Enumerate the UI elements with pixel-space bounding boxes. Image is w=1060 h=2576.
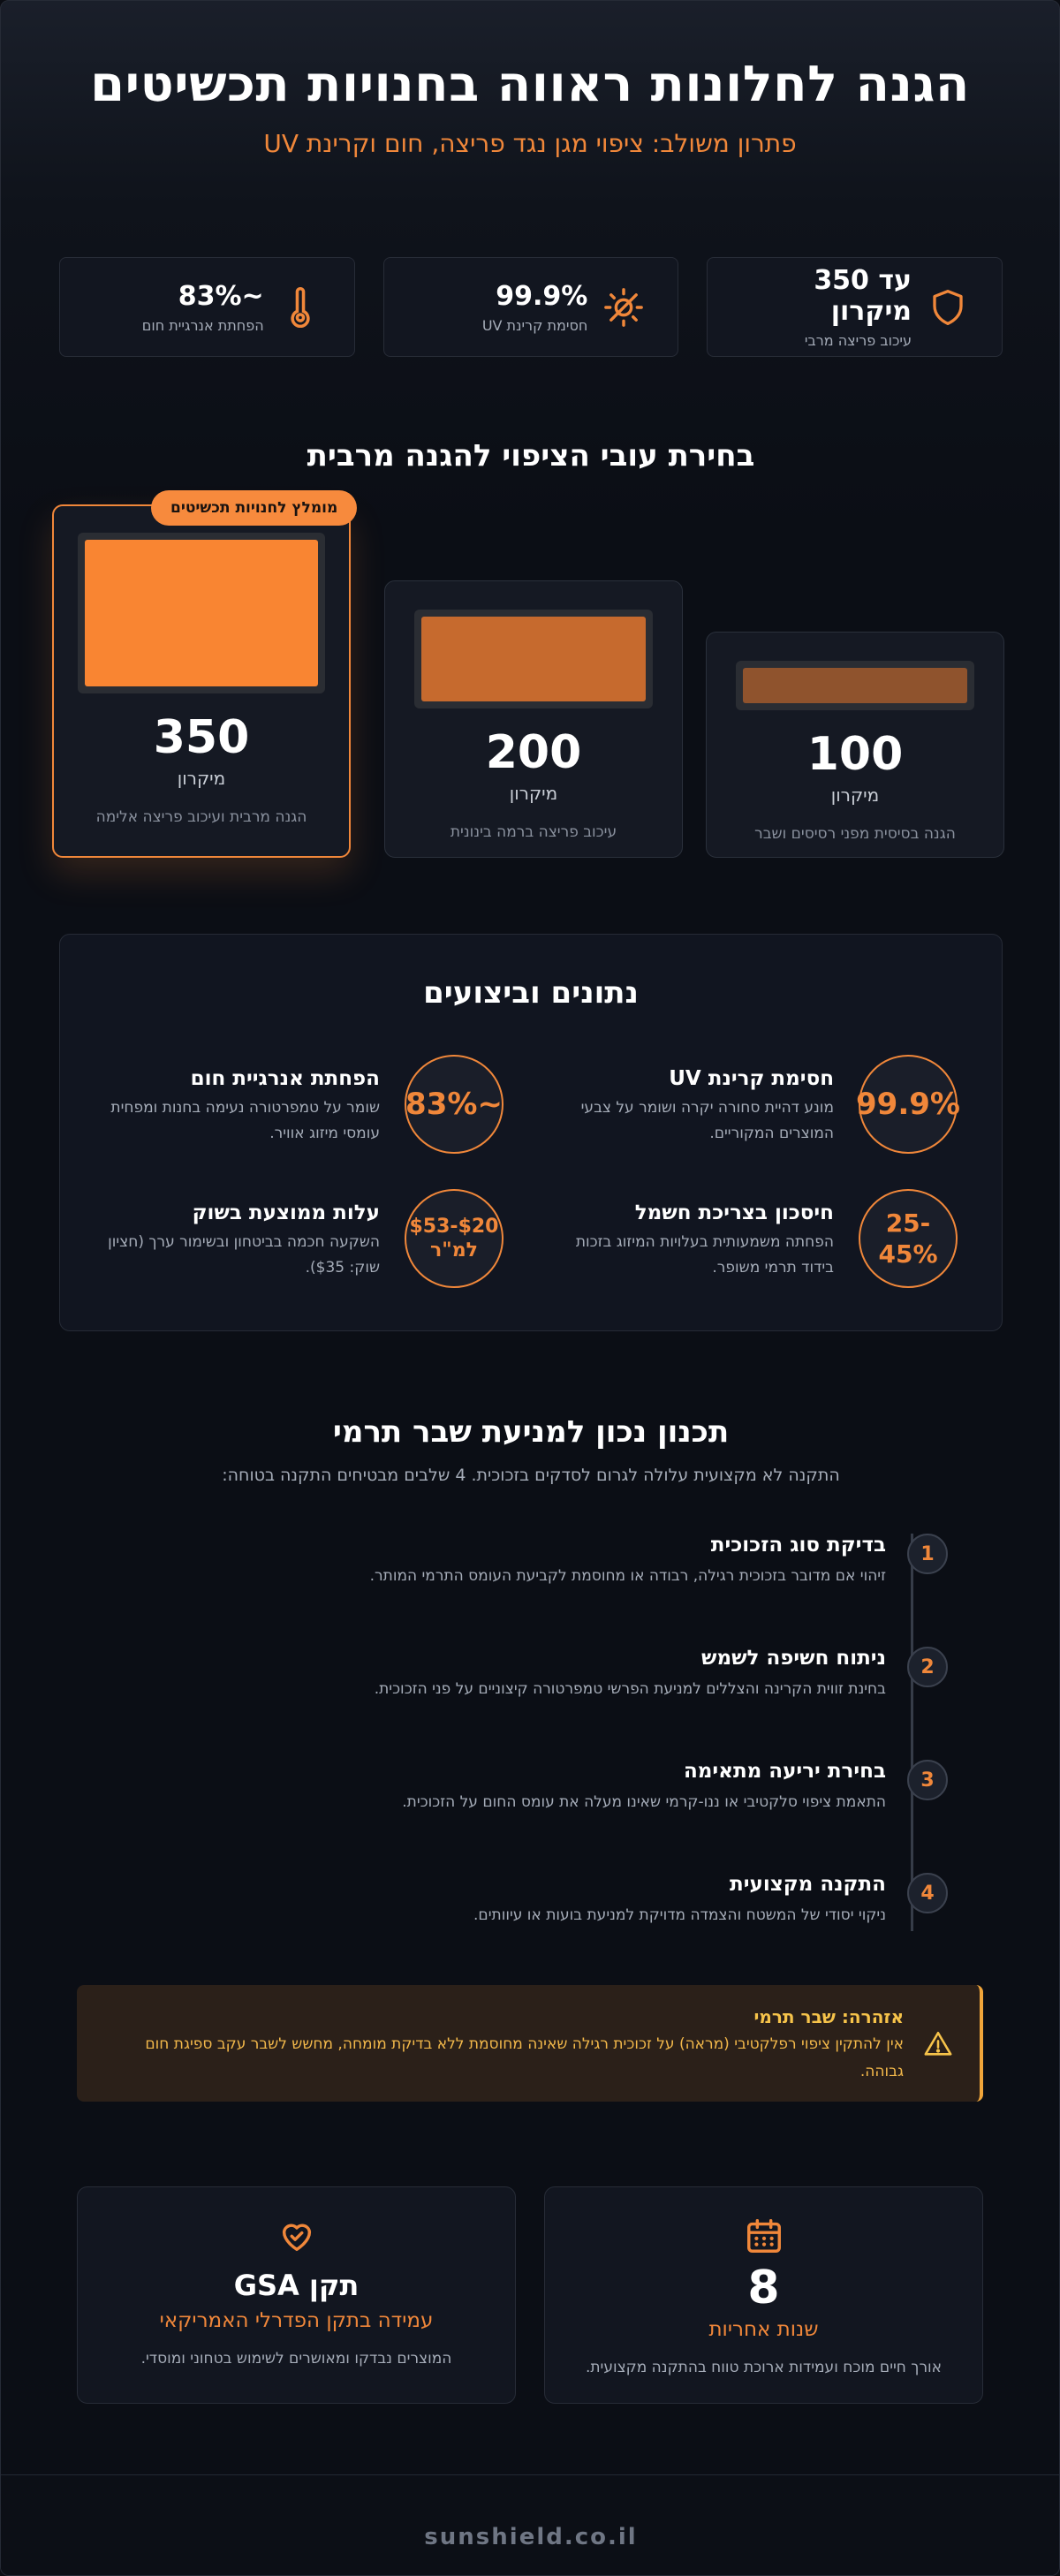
page-title: הגנה לחלונות ראווה בחנויות תכשיטים [90, 56, 970, 113]
step-desc: זיהוי אם מדובר בזכוכית רגילה, רבודה או מ… [369, 1567, 886, 1585]
highlight-desc: אורך חיים מוכח ועמידות ארוכת טווח בהתקנה… [585, 2359, 943, 2376]
film-swatch-frame [736, 661, 974, 710]
stat-label: הפחתת אנרגיית חום [141, 316, 264, 334]
thickness-section-title: בחירת עובי הציפוי להגנה מרבית [307, 438, 755, 474]
warning-box: אזהרה: שבר תרמי אין להתקין ציפוי רפלקטיב… [77, 1985, 983, 2102]
shield-icon [928, 287, 968, 328]
thickness-unit: מיקרון [509, 783, 558, 804]
thickness-card-100[interactable]: 100 מיקרון הגנה בסיסית מפני רסיסים ושבר [706, 632, 1004, 858]
warning-text: אין להתקין ציפוי רפלקטיבי (מראה) על זכוכ… [145, 2035, 904, 2080]
step-title: התקנה מקצועית [730, 1873, 886, 1896]
film-swatch [743, 668, 967, 703]
film-swatch [421, 617, 646, 701]
performance-panel: נתונים וביצועים 99.9% חסימת קרינת UV מונ… [59, 934, 1003, 1331]
step-desc: בחינת זווית הקרינה והצללים למניעת הפרשי … [374, 1680, 886, 1698]
film-swatch-frame [414, 610, 653, 708]
warranty-card: 8 שנות אחריות אורך חיים מוכח ועמידות ארו… [544, 2186, 983, 2404]
step-item: 2 ניתוח חשיפה לשמש בחינת זווית הקרינה וה… [179, 1647, 948, 1726]
highlight-subtitle: שנות אחריות [708, 2318, 819, 2341]
metric-circle: 99.9% [856, 1055, 960, 1154]
step-title: בחירת יריעה מתאימה [683, 1760, 886, 1783]
highlight-value: תקן GSA [233, 2269, 360, 2302]
step-title: בדיקת סוג הזכוכית [710, 1534, 886, 1557]
footer-site-link[interactable]: sunshield.co.il [424, 2524, 638, 2550]
thickness-cards: מומלץ לחנויות תכשיטים 350 מיקרון הגנה מר… [52, 490, 1004, 858]
thickness-desc: הגנה בסיסית מפני רסיסים ושבר [754, 825, 956, 843]
metric-item-energy: 25-45% חיסכון בצריכת חשמל הפחתה משמעותית… [542, 1189, 958, 1295]
highlights-row: 8 שנות אחריות אורך חיים מוכח ועמידות ארו… [77, 2186, 983, 2404]
stat-card-uv: 99.9% חסימת קרינת UV [382, 257, 679, 357]
metric-circle: ~83% [405, 1055, 504, 1154]
thickness-desc: עיכוב פריצה ברמה בינונית [450, 823, 617, 841]
step-number: 3 [907, 1760, 948, 1800]
thickness-value: 100 [806, 728, 904, 781]
thermometer-icon [280, 286, 321, 328]
stat-value: עד 350 מיקרון [814, 265, 912, 327]
stat-value: ~83% [178, 280, 264, 312]
hero: הגנה לחלונות ראווה בחנויות תכשיטים פתרון… [1, 1, 1059, 158]
step-desc: התאמת ציפוי סלקטיבי או ננו-קרמי שאינו מע… [402, 1793, 886, 1811]
thickness-value: 350 [153, 711, 250, 764]
metric-title: עלות ממוצעת בשוק [192, 1201, 380, 1224]
thickness-desc: הגנה מרבית ועיכוב פריצה אלימה [95, 808, 307, 826]
film-swatch-frame [78, 533, 325, 693]
warning-title: אזהרה: שבר תרמי [753, 2006, 904, 2027]
stat-card-heat: ~83% הפחתת אנרגיית חום [58, 257, 355, 357]
calendar-icon [744, 2216, 784, 2256]
footer: sunshield.co.il [1, 2474, 1059, 2575]
step-item: 3 בחירת יריעה מתאימה התאמת ציפוי סלקטיבי… [179, 1760, 948, 1839]
step-item: 4 התקנה מקצועית ניקוי יסודי של המשטח והצ… [179, 1873, 948, 1952]
metric-item-uv: 99.9% חסימת קרינת UV מונע דהיית סחורה יק… [542, 1055, 960, 1161]
highlight-value: 8 [747, 2262, 780, 2315]
metric-title: הפחתת אנרגיית חום [190, 1067, 380, 1090]
step-number: 1 [907, 1534, 948, 1574]
performance-title: נתונים וביצועים [423, 975, 639, 1011]
metric-desc: השקעה חכמה בביטחון ובשימור ערך (חציון שו… [108, 1233, 380, 1277]
thickness-unit: מיקרון [830, 784, 880, 806]
step-title: ניתוח חשיפה לשמש [701, 1647, 886, 1670]
highlight-subtitle: עמידה בתקן הפדרלי האמריקאי [159, 2309, 434, 2332]
metric-circle: $20-$53 למ"ר [405, 1189, 504, 1288]
film-swatch [85, 540, 318, 686]
metric-circle: 25-45% [859, 1189, 958, 1288]
thickness-unit: מיקרון [177, 768, 226, 789]
metric-title: חיסכון בצריכת חשמל [634, 1201, 834, 1224]
step-desc: ניקוי יסודי של המשטח והצמדה מדויקת למניע… [473, 1906, 886, 1924]
warning-icon [923, 2029, 953, 2059]
step-number: 4 [907, 1873, 948, 1913]
metric-item-heat: ~83% הפחתת אנרגיית חום שומר על טמפרטורה … [88, 1055, 504, 1161]
sun-blocked-icon [603, 287, 644, 328]
stat-label: עיכוב פריצה מרבי [804, 332, 912, 349]
heart-check-icon [276, 2216, 317, 2256]
metric-item-cost: $20-$53 למ"ר עלות ממוצעת בשוק השקעה חכמה… [88, 1189, 504, 1295]
metric-desc: שומר על טמפרטורה נעימה בחנות ומפחית עומס… [110, 1099, 380, 1142]
recommended-badge: מומלץ לחנויות תכשיטים [151, 490, 358, 526]
timeline-line [911, 1534, 913, 1931]
stats-row: עד 350 מיקרון עיכוב פריצה מרבי 99.9% חסי… [58, 257, 1003, 357]
thickness-value: 200 [485, 726, 582, 779]
planning-title: תכנון נכון למניעת שבר תרמי [332, 1414, 730, 1450]
metric-title: חסימת קרינת UV [669, 1067, 834, 1090]
stat-card-penetration: עד 350 מיקרון עיכוב פריצה מרבי [707, 257, 1003, 357]
stat-value: 99.9% [496, 280, 588, 312]
step-item: 1 בדיקת סוג הזכוכית זיהוי אם מדובר בזכוכ… [179, 1534, 948, 1613]
standard-card: תקן GSA עמידה בתקן הפדרלי האמריקאי המוצר… [77, 2186, 516, 2404]
highlight-desc: המוצרים נבדקו ומאושרים לשימוש בטחוני ומו… [140, 2350, 452, 2368]
metric-desc: הפחתה משמעותית בעלויות המיזוג בזכות בידו… [575, 1233, 834, 1277]
step-number: 2 [907, 1647, 948, 1687]
page-subtitle: פתרון משולב: ציפוי מגן נגד פריצה, חום וק… [263, 129, 797, 158]
thickness-card-200[interactable]: 200 מיקרון עיכוב פריצה ברמה בינונית [384, 580, 683, 858]
planning-subtitle: התקנה לא מקצועית עלולה לגרום לסדקים בזכו… [222, 1466, 840, 1485]
metric-desc: מונע דהיית סחורה יקרה ושומר על צבעי המוצ… [580, 1099, 834, 1142]
thickness-card-350[interactable]: מומלץ לחנויות תכשיטים 350 מיקרון הגנה מר… [52, 490, 358, 858]
stat-label: חסימת קרינת UV [481, 316, 588, 334]
